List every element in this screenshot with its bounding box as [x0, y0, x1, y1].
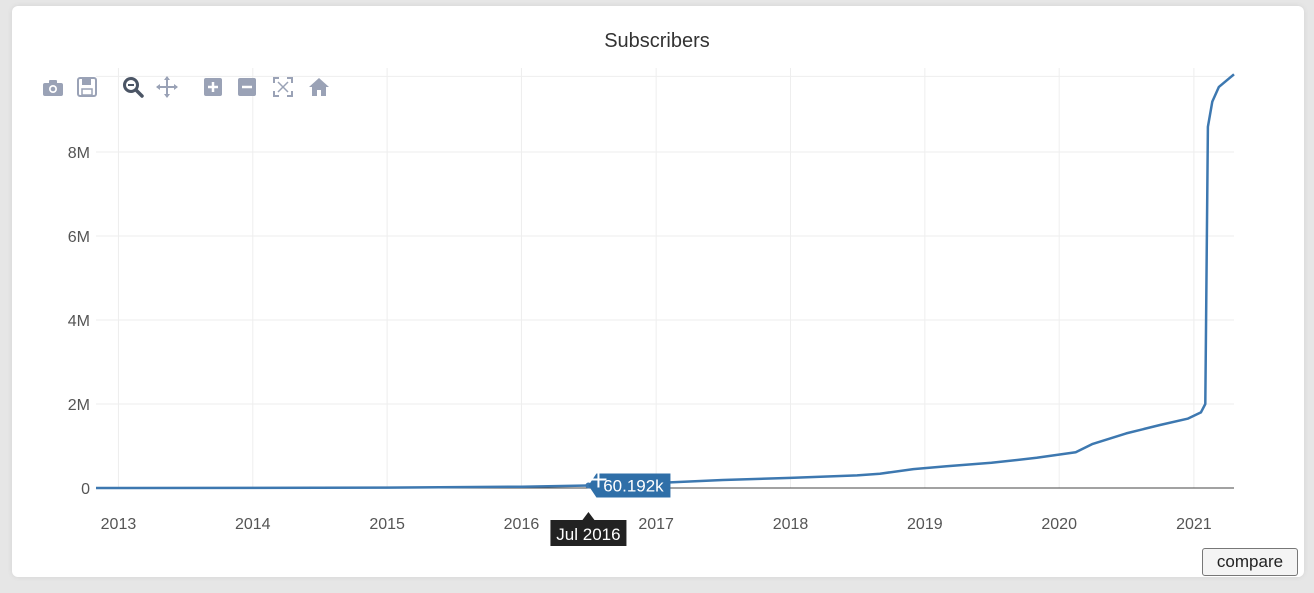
x-tick-label: 2013: [101, 516, 137, 533]
zoom-out-icon[interactable]: [234, 74, 260, 100]
hover-value-label: 60.192k: [603, 476, 664, 495]
chart-title: Subscribers: [604, 30, 710, 52]
pan-icon[interactable]: [154, 74, 180, 100]
hover-x-label: Jul 2016: [556, 525, 620, 544]
series-line: [95, 73, 1235, 490]
autoscale-icon[interactable]: [270, 74, 296, 100]
x-tick-label: 2014: [235, 516, 271, 533]
y-tick-label: 0: [81, 481, 90, 498]
reset-axes-icon[interactable]: [306, 74, 332, 100]
hover-value-box: [588, 473, 671, 498]
zoom-icon[interactable]: [120, 74, 146, 100]
zoom-in-icon[interactable]: [200, 74, 226, 100]
x-tick-label: 2019: [907, 516, 943, 533]
camera-icon[interactable]: [40, 74, 66, 100]
y-tick-label: 6M: [68, 229, 90, 246]
y-tick-label: 4M: [68, 313, 90, 330]
x-tick-label: 2021: [1176, 516, 1212, 533]
x-tick-label: 2018: [773, 516, 809, 533]
cursor-crosshair: [590, 471, 607, 488]
x-tick-label: 2017: [638, 516, 674, 533]
compare-button[interactable]: compare: [1202, 548, 1298, 576]
hover-x-box: [550, 512, 627, 546]
x-tick-label: 2016: [504, 516, 540, 533]
y-tick-label: 8M: [68, 145, 90, 162]
x-tick-label: 2020: [1041, 516, 1077, 533]
x-tick-label: 2015: [369, 516, 405, 533]
y-tick-label: 2M: [68, 397, 90, 414]
save-icon[interactable]: [74, 74, 100, 100]
